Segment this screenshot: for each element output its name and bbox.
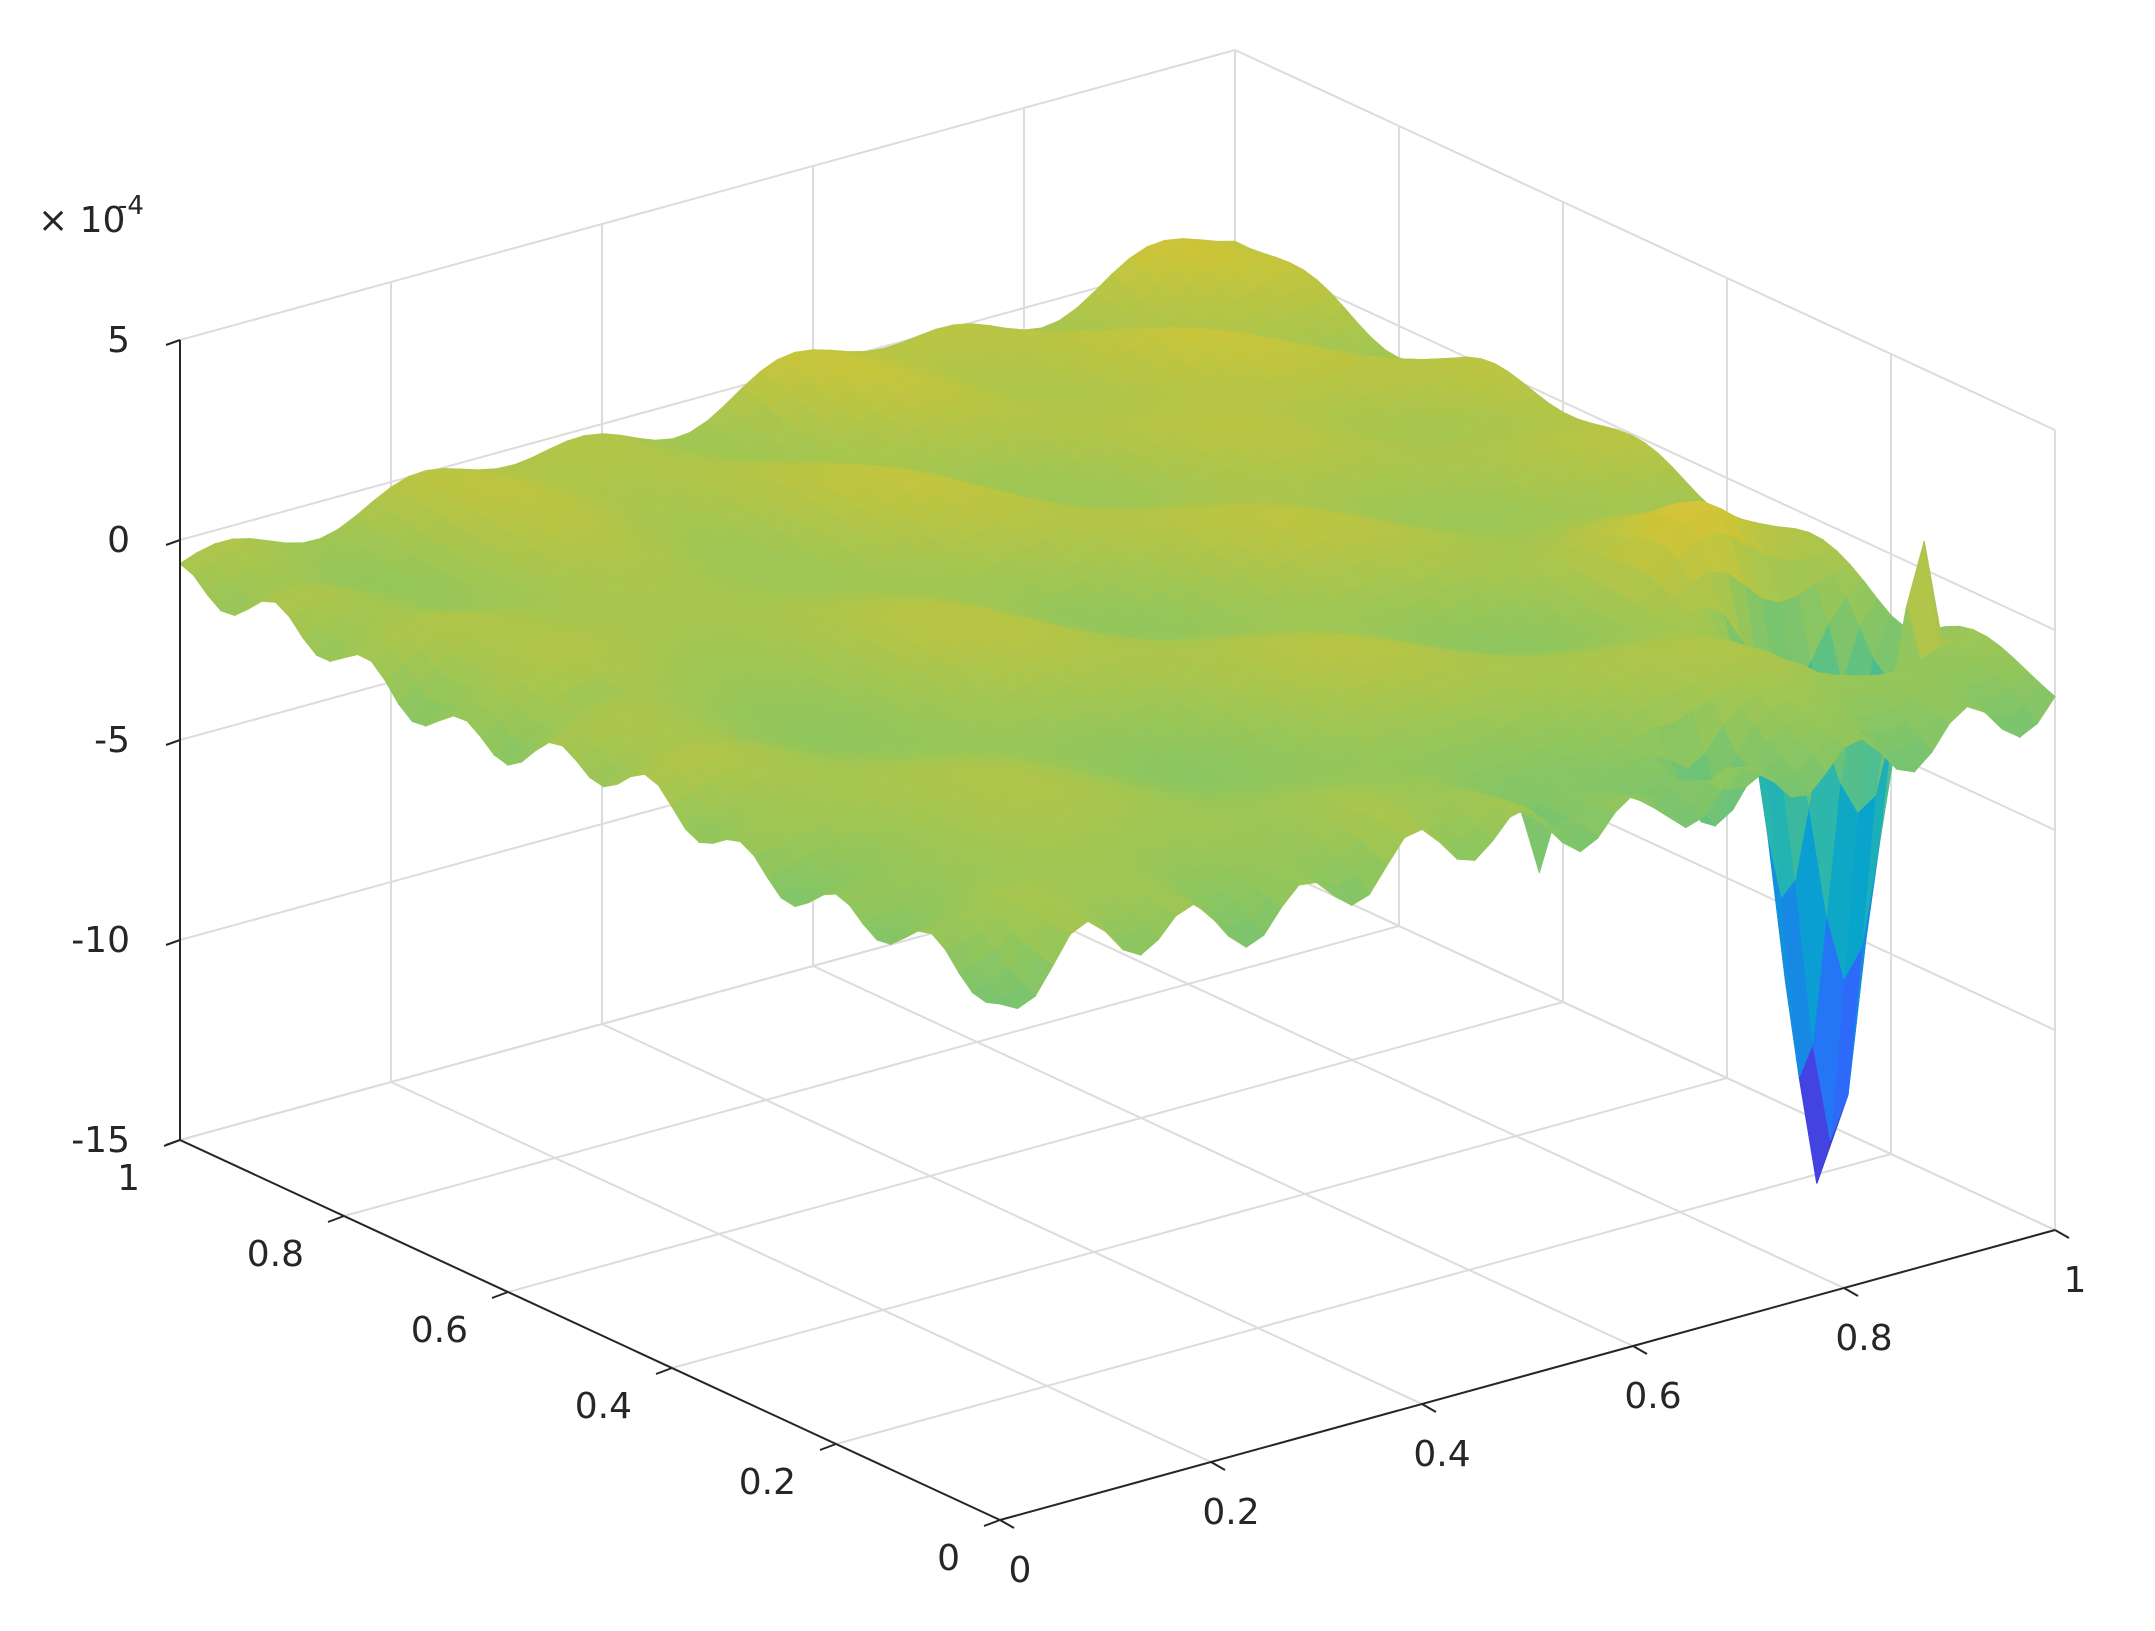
floor-grid-y [836, 1154, 1891, 1444]
x-tick-label: 0.4 [1413, 1434, 1470, 1475]
surface-layer [180, 239, 2055, 1184]
z-tick-label: 5 [107, 320, 130, 361]
x-tick [1000, 1520, 1014, 1528]
z-tick-label: -10 [71, 920, 130, 961]
wall-grid-z2 [1235, 850, 2055, 1230]
z-multiplier-exponent: -4 [118, 191, 144, 221]
floor-grid-x [813, 966, 1633, 1346]
x-tick-label: 0 [1009, 1550, 1032, 1591]
y-tick-label: 1 [117, 1158, 140, 1199]
x-tick [1422, 1404, 1436, 1412]
y-tick [328, 1216, 344, 1222]
y-tick-label: 0.6 [411, 1310, 468, 1351]
floor-grid-y [344, 926, 1399, 1216]
y-tick [820, 1444, 836, 1450]
x-tick-label: 0.8 [1835, 1318, 1892, 1359]
z-multiplier-label: × 10 [38, 200, 125, 241]
x-tick [1633, 1346, 1647, 1354]
x-axis-line [1000, 1230, 2055, 1520]
floor-grid-x [391, 1082, 1211, 1462]
x-tick [1211, 1462, 1225, 1470]
y-tick-label: 0 [937, 1538, 960, 1579]
z-multiplier: × 10 -4 [38, 191, 144, 241]
z-tick-label: 0 [107, 520, 130, 561]
x-tick-label: 1 [2064, 1260, 2087, 1301]
z-tick-label: -15 [71, 1120, 130, 1161]
z-tick [166, 340, 180, 345]
x-tick-label: 0.2 [1202, 1492, 1259, 1533]
y-axis-line [180, 1140, 1000, 1520]
y-tick [164, 1140, 180, 1146]
y-tick-label: 0.4 [575, 1386, 632, 1427]
y-tick-label: 0.8 [247, 1234, 304, 1275]
x-tick [2055, 1230, 2069, 1238]
floor-grid-y [672, 1078, 1727, 1368]
z-tick-label: -5 [94, 720, 130, 761]
z-tick [166, 540, 180, 545]
floor-grid-y [508, 1002, 1563, 1292]
y-tick-label: 0.2 [739, 1462, 796, 1503]
y-tick [656, 1368, 672, 1374]
floor-grid-x [1024, 908, 1844, 1288]
z-tick [166, 940, 180, 945]
y-tick [492, 1292, 508, 1298]
y-tick [984, 1520, 1000, 1526]
floor-grid-x [602, 1024, 1422, 1404]
x-tick-label: 0.6 [1624, 1376, 1681, 1417]
wall-grid-z [180, 50, 1235, 340]
z-tick [166, 740, 180, 745]
x-tick [1844, 1288, 1858, 1296]
